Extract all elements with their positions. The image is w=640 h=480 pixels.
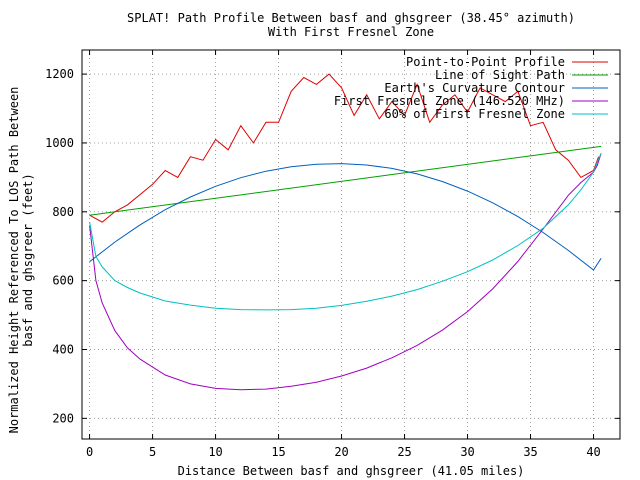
series-line-point-to-point-profile xyxy=(89,73,600,223)
y-tick-label: 200 xyxy=(52,411,74,425)
series-line-line-of-sight-path xyxy=(89,145,602,216)
y-axis-label-line-2: basf and ghsgreer (feet) xyxy=(21,173,35,346)
x-tick-label: 30 xyxy=(460,445,474,459)
x-tick-label: 5 xyxy=(149,445,156,459)
ticks: 0 5 10 15 20 25 30 35 40 200 400 600 800 1000 1200 xyxy=(45,50,620,459)
x-tick-label: 35 xyxy=(523,445,537,459)
y-tick-label: 800 xyxy=(52,205,74,219)
series-line-60-of-first-fresnel-zone xyxy=(89,153,602,311)
x-tick-label: 40 xyxy=(586,445,600,459)
legend-label-point-to-point-profile: Point-to-Point Profile xyxy=(406,55,565,69)
x-axis-label: Distance Between basf and ghsgreer (41.0… xyxy=(178,464,525,478)
y-tick-label: 1000 xyxy=(45,136,74,150)
y-axis-label-line-1: Normalized Height Referenced To LOS Path… xyxy=(7,87,21,434)
legend-label-line-of-sight-path: Line of Sight Path xyxy=(435,68,565,82)
legend-label-earth-s-curvature-contour: Earth's Curvature Contour xyxy=(384,81,565,95)
x-tick-label: 25 xyxy=(397,445,411,459)
chart-subtitle: With First Fresnel Zone xyxy=(268,25,434,39)
x-tick-label: 20 xyxy=(334,445,348,459)
series-line-first-fresnel-zone-146-520-mhz xyxy=(89,153,602,391)
plot-frame xyxy=(81,49,621,440)
legend-label-first-fresnel-zone-146-520-mhz: First Fresnel Zone (146.520 MHz) xyxy=(334,94,565,108)
y-tick-label: 400 xyxy=(52,342,74,356)
x-tick-label: 10 xyxy=(208,445,222,459)
x-tick-label: 0 xyxy=(86,445,93,459)
y-tick-label: 600 xyxy=(52,274,74,288)
legend-label-60-of-first-fresnel-zone: 60% of First Fresnel Zone xyxy=(384,107,565,121)
grid xyxy=(82,50,620,439)
y-tick-label: 1200 xyxy=(45,67,74,81)
x-tick-label: 15 xyxy=(271,445,285,459)
series-layer xyxy=(89,73,602,391)
series-line-earth-s-curvature-contour xyxy=(89,163,602,271)
chart-title: SPLAT! Path Profile Between basf and ghs… xyxy=(127,11,575,25)
